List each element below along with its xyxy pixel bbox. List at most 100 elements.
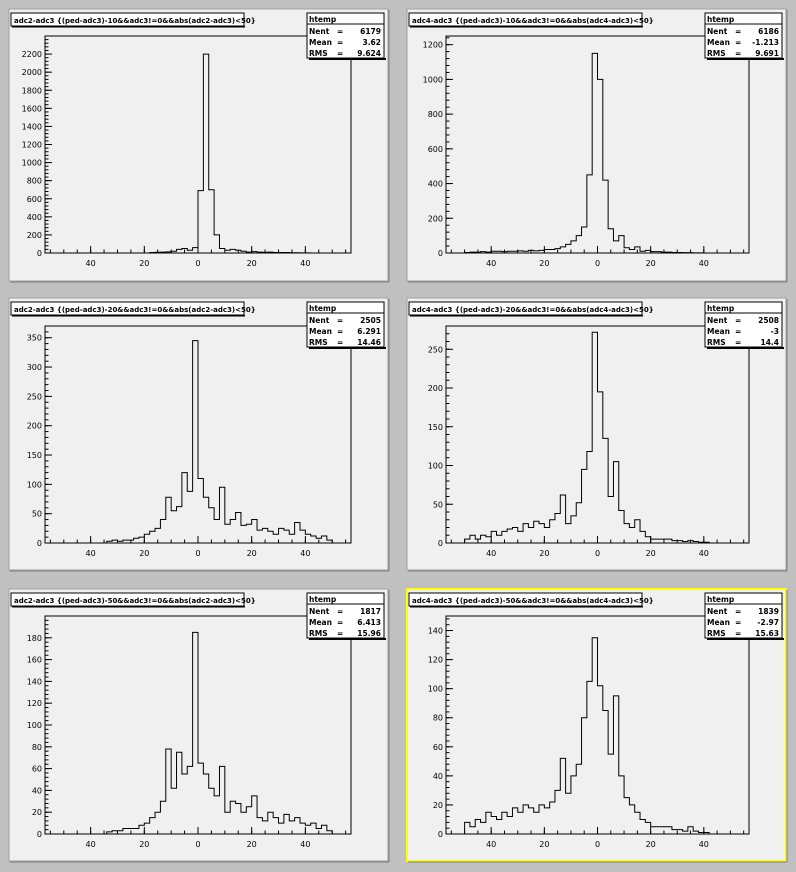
y-tick-label: 250	[428, 345, 443, 354]
stats-rms-label: RMS	[707, 338, 726, 347]
stats-box	[704, 592, 783, 639]
y-tick-label: 2200	[22, 50, 42, 59]
y-tick-label: 160	[27, 656, 42, 665]
stats-entries-label: Nent	[309, 607, 330, 616]
stats-header: htemp	[309, 15, 337, 24]
y-tick-label: 1200	[22, 141, 42, 150]
stats-mean-eq: =	[735, 618, 741, 627]
title-shadow	[12, 26, 245, 28]
y-tick-label: 300	[27, 363, 42, 372]
histogram-line	[464, 637, 731, 835]
stats-mean-value: 6.291	[357, 327, 381, 336]
stats-mean-value: -2.97	[757, 618, 779, 627]
y-tick-label: 0	[37, 249, 42, 258]
stats-rms-label: RMS	[309, 338, 328, 347]
x-tick-label: 0	[195, 549, 200, 558]
stats-rms-value: 9.624	[357, 49, 381, 58]
stats-rms-eq: =	[735, 49, 741, 58]
y-tick-label: 350	[27, 334, 42, 343]
y-tick-label: 0	[438, 249, 443, 258]
y-tick-label: 1400	[22, 122, 42, 131]
stats-mean-eq: =	[735, 327, 741, 336]
stats-mean-value: -1.213	[752, 38, 779, 47]
x-tick-label: 0	[595, 549, 600, 558]
y-tick-label: 140	[27, 677, 42, 686]
stats-rms-label: RMS	[309, 629, 328, 638]
stats-rms-eq: =	[735, 338, 741, 347]
stats-entries-eq: =	[337, 316, 343, 325]
stats-mean-label: Mean	[707, 618, 730, 627]
chart-title: adc4-adc3 {(ped-adc3)-20&&adc3!=0&&abs(a…	[412, 306, 654, 314]
y-tick-label: 800	[27, 177, 42, 186]
stats-rms-eq: =	[735, 629, 741, 638]
stats-shadow	[707, 347, 784, 349]
x-tick-label: 20	[139, 840, 149, 849]
stats-header: htemp	[707, 304, 735, 313]
stats-header: htemp	[309, 595, 337, 604]
histogram-pad-2: adc4-adc3 {(ped-adc3)-10&&adc3!=0&&abs(a…	[406, 8, 788, 283]
title-shadow	[12, 315, 245, 317]
stats-rms-value: 14.46	[357, 338, 381, 347]
y-tick-label: 600	[428, 145, 443, 154]
stats-entries-eq: =	[337, 607, 343, 616]
x-tick-label: 40	[699, 549, 709, 558]
stats-box	[704, 12, 783, 59]
stats-rms-value: 9.691	[755, 49, 779, 58]
y-tick-label: 600	[27, 195, 42, 204]
y-tick-label: 1000	[22, 159, 42, 168]
y-tick-label: 180	[27, 634, 42, 643]
x-tick-label: 40	[699, 840, 709, 849]
stats-rms-label: RMS	[707, 629, 726, 638]
histogram-pad-3: adc2-adc3 {(ped-adc3)-20&&adc3!=0&&abs(a…	[8, 297, 390, 572]
stats-entries-value: 6186	[758, 27, 779, 36]
stats-entries-eq: =	[735, 607, 741, 616]
stats-rms-label: RMS	[707, 49, 726, 58]
y-tick-label: 100	[27, 480, 42, 489]
chart-title: adc4-adc3 {(ped-adc3)-10&&adc3!=0&&abs(a…	[412, 17, 654, 25]
x-tick-label: 40	[86, 840, 96, 849]
chart-title: adc2-adc3 {(ped-adc3)-50&&adc3!=0&&abs(a…	[14, 597, 256, 605]
x-tick-label: 20	[539, 259, 549, 268]
histogram-pad-1: adc2-adc3 {(ped-adc3)-10&&adc3!=0&&abs(a…	[8, 8, 390, 283]
x-tick-label: 20	[539, 549, 549, 558]
x-tick-label: 40	[86, 259, 96, 268]
y-tick-label: 1200	[423, 41, 443, 50]
stats-entries-label: Nent	[309, 27, 330, 36]
stats-rms-value: 14.4	[760, 338, 779, 347]
title-shadow	[410, 315, 643, 317]
stats-rms-eq: =	[337, 49, 343, 58]
y-tick-label: 1000	[423, 75, 443, 84]
x-tick-label: 20	[247, 259, 257, 268]
x-tick-label: 40	[86, 549, 96, 558]
stats-entries-value: 1817	[360, 607, 381, 616]
x-tick-label: 0	[595, 840, 600, 849]
histogram-pad-6: adc4-adc3 {(ped-adc3)-50&&adc3!=0&&abs(a…	[406, 588, 788, 863]
stats-entries-label: Nent	[309, 316, 330, 325]
y-tick-label: 150	[27, 451, 42, 460]
y-tick-label: 100	[428, 685, 443, 694]
x-tick-label: 40	[699, 259, 709, 268]
y-tick-label: 800	[428, 110, 443, 119]
stats-mean-label: Mean	[309, 38, 332, 47]
stats-entries-value: 2505	[360, 316, 381, 325]
x-tick-label: 20	[247, 549, 257, 558]
y-tick-label: 50	[433, 500, 443, 509]
x-tick-label: 40	[300, 259, 310, 268]
title-shadow	[12, 606, 245, 608]
y-tick-label: 400	[27, 213, 42, 222]
x-tick-label: 20	[139, 549, 149, 558]
histogram-pad-4: adc4-adc3 {(ped-adc3)-20&&adc3!=0&&abs(a…	[406, 297, 788, 572]
y-tick-label: 120	[27, 699, 42, 708]
stats-header: htemp	[707, 595, 735, 604]
x-tick-label: 40	[486, 840, 496, 849]
y-tick-label: 0	[37, 539, 42, 548]
histogram-pad-5: adc2-adc3 {(ped-adc3)-50&&adc3!=0&&abs(a…	[8, 588, 390, 863]
stats-entries-label: Nent	[707, 27, 728, 36]
stats-entries-eq: =	[735, 27, 741, 36]
y-tick-label: 100	[428, 462, 443, 471]
x-tick-label: 0	[595, 259, 600, 268]
stats-mean-eq: =	[337, 618, 343, 627]
y-tick-label: 40	[433, 772, 443, 781]
histogram-line	[63, 631, 333, 835]
